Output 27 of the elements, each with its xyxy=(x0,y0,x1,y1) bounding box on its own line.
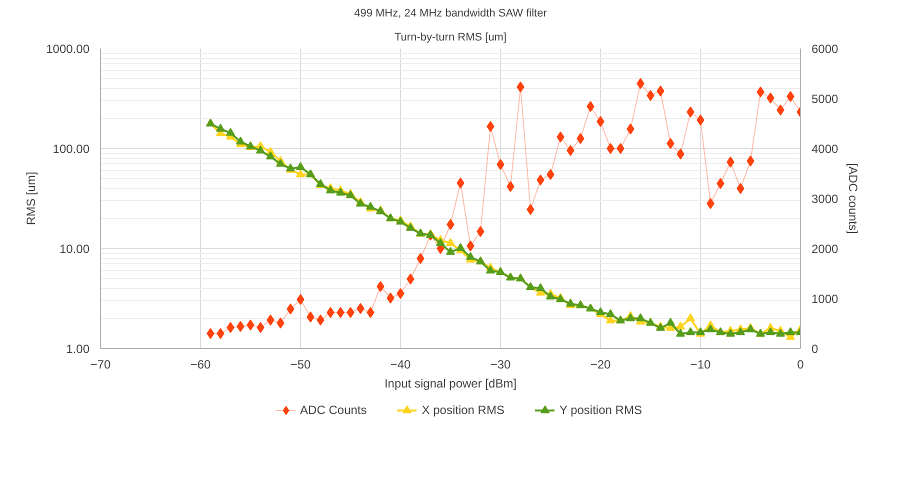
y-tick-label: 1.00 xyxy=(66,342,90,356)
y2-tick-label: 5000 xyxy=(812,92,839,106)
x-tick-label: 0 xyxy=(797,358,804,372)
y-tick-label: 1000.00 xyxy=(46,42,90,56)
chart-title: 499 MHz, 24 MHz bandwidth SAW filter xyxy=(354,8,548,20)
x-tick-label: −60 xyxy=(190,358,212,372)
legend-label: X position RMS xyxy=(422,403,504,417)
y2-tick-label: 2000 xyxy=(812,242,839,256)
y2-tick-label: 6000 xyxy=(812,42,839,56)
y2-tick-label: 3000 xyxy=(812,192,839,206)
y2-tick-label: 0 xyxy=(812,342,818,356)
y2-tick-label: 1000 xyxy=(812,292,839,306)
y-axis-title: RMS [um] xyxy=(24,172,38,226)
x-tick-label: −40 xyxy=(390,358,412,372)
y2-tick-label: 4000 xyxy=(812,142,839,156)
x-tick-label: −30 xyxy=(490,358,512,372)
x-tick-label: −70 xyxy=(90,358,112,372)
chart-subtitle: Turn-by-turn RMS [um] xyxy=(394,32,507,44)
legend-label: ADC Counts xyxy=(300,403,367,417)
x-axis-title: Input signal power [dBm] xyxy=(384,376,517,390)
x-tick-label: −50 xyxy=(290,358,312,372)
y-tick-label: 10.00 xyxy=(59,242,90,256)
y2-axis-title: [ADC counts] xyxy=(846,163,860,234)
legend-label: Y position RMS xyxy=(559,403,642,417)
x-tick-label: −10 xyxy=(690,358,712,372)
x-tick-label: −20 xyxy=(590,358,612,372)
y-tick-label: 100.00 xyxy=(52,142,90,156)
